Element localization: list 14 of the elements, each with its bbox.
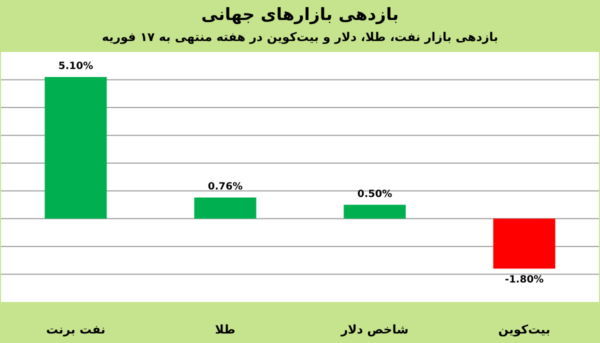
bar bbox=[194, 198, 256, 219]
x-tick-label: شاخص دلار bbox=[340, 322, 409, 336]
data-label: 0.76% bbox=[208, 182, 243, 193]
data-label: 5.10% bbox=[58, 61, 94, 72]
data-label: -1.80% bbox=[504, 274, 544, 286]
data-label: 0.50% bbox=[357, 188, 392, 200]
chart-title: بازدهی بازارهای جهانی bbox=[201, 5, 399, 25]
x-tick-label: نفت برنت bbox=[46, 322, 106, 336]
x-tick-label: بیت‌کوین bbox=[498, 322, 550, 336]
chart-subtitle: بازدهی بازار نفت، طلا، دلار و بیت‌کوین در هفته منتهی به ۱۷ فوریه bbox=[102, 30, 498, 44]
bar bbox=[344, 204, 406, 219]
bar bbox=[493, 218, 556, 269]
bar bbox=[44, 77, 107, 219]
x-tick-label: طلا bbox=[215, 322, 236, 336]
